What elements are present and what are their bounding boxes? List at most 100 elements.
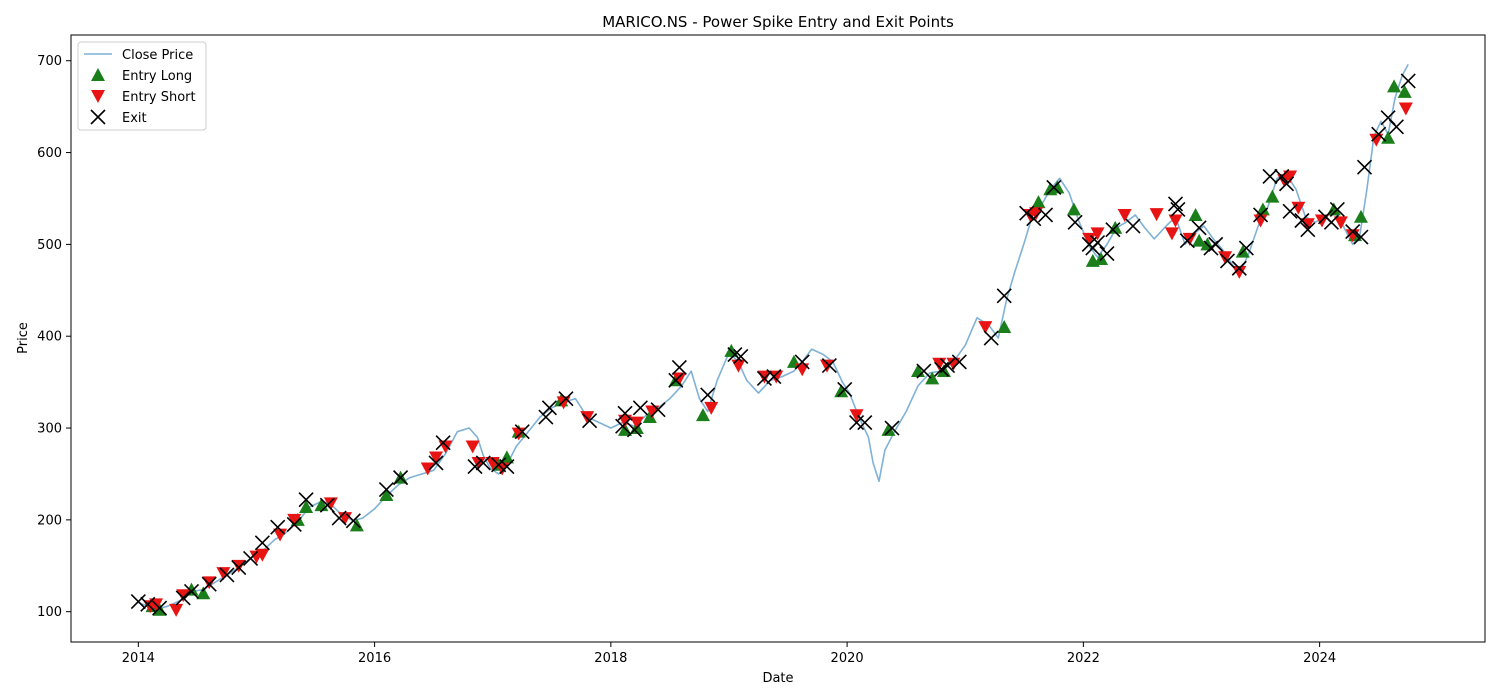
entry-short-marker: [1300, 218, 1315, 232]
exit-marker: [668, 372, 684, 388]
exit-marker: [650, 402, 666, 418]
entry-short-marker: [978, 321, 993, 335]
exit-marker: [428, 455, 444, 471]
entry-short-marker: [1082, 232, 1097, 246]
entry-long-marker: [642, 410, 657, 423]
entry-short-marker: [255, 548, 270, 562]
entry-long-marker: [925, 371, 940, 385]
entry-long-marker: [1387, 79, 1402, 93]
x-axis-title: Date: [762, 671, 793, 686]
entry-short-marker: [1168, 214, 1183, 228]
exit-marker: [582, 413, 598, 429]
exit-marker: [140, 596, 156, 612]
exit-marker: [475, 455, 491, 471]
entry-long-marker: [1188, 207, 1203, 221]
exit-marker: [175, 590, 191, 606]
exit-marker: [1046, 179, 1062, 196]
exit-marker: [1219, 253, 1236, 269]
entry-short-marker: [1369, 133, 1384, 147]
x-tick-label: 2022: [1067, 651, 1100, 666]
exit-marker: [1252, 207, 1269, 223]
exit-marker: [837, 381, 853, 398]
exit-marker: [756, 370, 772, 387]
exit-marker: [393, 470, 409, 486]
entry-short-marker: [820, 359, 835, 373]
close-price-line: [138, 64, 1409, 610]
entry-short-marker: [769, 370, 784, 384]
exit-marker: [254, 535, 270, 551]
x-tick-label: 2018: [594, 651, 627, 666]
exit-marker: [270, 519, 286, 535]
entry-short-marker: [485, 456, 500, 470]
chart-title: MARICO.NS - Power Spike Entry and Exit P…: [602, 13, 954, 31]
exit-marker: [152, 600, 168, 616]
exit-marker: [1294, 212, 1310, 229]
entry-long-marker: [1050, 180, 1065, 194]
exit-marker: [1278, 176, 1295, 192]
legend-label-exit: Exit: [122, 111, 147, 126]
legend-label-entry-long: Entry Long: [122, 69, 192, 84]
exit-marker: [231, 560, 247, 576]
exit-marker: [378, 481, 394, 498]
exit-marker: [319, 497, 335, 513]
exit-marker: [632, 400, 648, 416]
x-tick-label: 2014: [122, 651, 155, 666]
legend-label-close: Close Price: [122, 48, 193, 63]
entry-long-marker: [1066, 202, 1081, 216]
exit-marker: [1400, 73, 1416, 89]
entry-long-marker: [1265, 189, 1280, 203]
entry-short-marker: [704, 401, 719, 415]
entry-short-marker: [645, 405, 660, 419]
plot-frame: [70, 34, 1486, 643]
exit-marker: [1231, 260, 1247, 276]
entry-short-marker: [216, 567, 231, 581]
plot-area: [70, 34, 1486, 643]
entry-short-marker: [273, 528, 288, 542]
y-tick-label: 300: [37, 422, 62, 437]
exit-marker: [939, 358, 956, 374]
y-tick-label: 400: [37, 330, 62, 345]
entry-short-marker: [287, 513, 302, 527]
exit-marker: [541, 400, 557, 416]
exit-marker: [1167, 196, 1184, 212]
exit-marker: [1179, 233, 1195, 249]
exit-marker: [626, 422, 643, 438]
entry-long-marker: [196, 586, 211, 600]
exit-marker: [794, 354, 810, 370]
entry-short-marker: [1029, 207, 1044, 221]
y-tick-label: 500: [37, 238, 62, 253]
exit-marker: [1089, 234, 1106, 251]
entry-short-marker: [465, 440, 480, 454]
exit-marker: [1067, 214, 1083, 230]
exit-marker: [727, 347, 743, 363]
exit-marker: [1329, 201, 1345, 218]
entry-short-marker: [323, 497, 338, 511]
entry-long-marker: [379, 488, 394, 502]
entry-short-marker: [420, 462, 435, 476]
exit-marker: [1105, 222, 1121, 238]
exit-marker: [1170, 201, 1186, 218]
entry-short-marker: [1333, 216, 1348, 230]
entry-long-marker: [299, 500, 314, 513]
x-tick-label: 2016: [358, 651, 391, 666]
exit-marker: [1125, 218, 1141, 234]
y-tick-label: 600: [37, 146, 62, 161]
x-tick-label: 2020: [831, 651, 864, 666]
legend-label-entry-short: Entry Short: [122, 90, 196, 105]
legend-swatch-exit: [90, 109, 106, 125]
exit-marker: [183, 583, 200, 600]
exit-marker: [1099, 245, 1115, 262]
exit-marker: [857, 414, 873, 431]
exit-marker: [983, 330, 999, 346]
exit-marker: [1037, 207, 1054, 223]
exit-marker: [766, 369, 782, 385]
exit-marker: [1356, 159, 1373, 175]
entry-short-marker: [169, 603, 184, 617]
entry-short-marker: [1090, 227, 1105, 241]
exit-marker: [1282, 203, 1298, 219]
exit-marker: [1300, 222, 1316, 238]
exit-marker: [996, 288, 1012, 304]
legend-swatch-entry-short: [91, 90, 105, 103]
exit-marker: [1345, 223, 1361, 240]
